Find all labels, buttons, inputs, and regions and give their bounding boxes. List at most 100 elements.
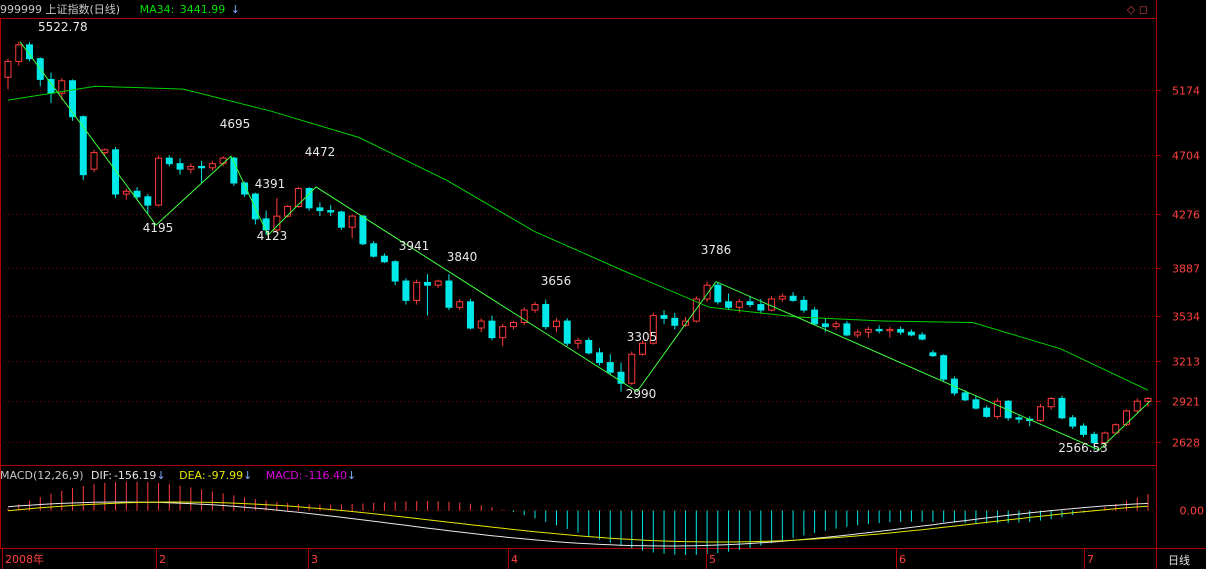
candle-body	[811, 309, 819, 325]
zigzag-line	[19, 41, 1151, 451]
candle-body	[15, 44, 23, 62]
macd-panel: 0.00	[0, 481, 1205, 555]
candle-body	[671, 317, 679, 326]
candle-body	[294, 188, 302, 207]
candle	[520, 307, 528, 326]
x-tick-label: 5	[709, 553, 716, 566]
price-panel-border	[0, 18, 1157, 466]
candle	[101, 148, 109, 156]
candle-body	[1079, 425, 1087, 435]
candle-body	[391, 261, 399, 282]
candle-body	[456, 301, 464, 308]
x-tick-label: 2	[159, 553, 166, 566]
candle	[789, 292, 797, 302]
candle	[1101, 431, 1109, 446]
candle-body	[488, 320, 496, 339]
candle	[778, 293, 786, 302]
candle	[1047, 397, 1055, 410]
candle-body	[26, 44, 34, 60]
candle	[69, 79, 77, 121]
candle-body	[499, 326, 507, 339]
candle	[316, 202, 324, 217]
candle	[133, 187, 141, 200]
candle-body	[778, 295, 786, 300]
candle	[1133, 398, 1141, 413]
candle	[348, 214, 356, 239]
y-tick-label: 2921	[1172, 396, 1200, 409]
price-annotation: 2990	[626, 387, 657, 401]
candle-body	[585, 339, 593, 354]
candle	[1144, 397, 1152, 407]
candle	[509, 321, 517, 330]
candle-body	[1069, 417, 1077, 427]
ma34-polyline	[7, 85, 1149, 391]
macd-value: -116.40	[304, 469, 347, 482]
y-tick-label: 2628	[1172, 437, 1200, 450]
candle	[811, 307, 819, 326]
period-label[interactable]: 日线	[1168, 554, 1190, 567]
candle-body	[413, 281, 421, 301]
candle	[1079, 423, 1087, 438]
candle	[208, 160, 216, 171]
candle-body	[531, 304, 539, 311]
candle-body	[886, 328, 894, 332]
candle-body	[79, 116, 87, 176]
candle	[79, 115, 87, 181]
window-control-icons[interactable]: ◇ ◻	[1126, 3, 1148, 16]
x-tick-label: 3	[311, 553, 318, 566]
candle	[305, 187, 313, 211]
candle	[122, 188, 130, 200]
y-tick-label: 4276	[1172, 209, 1200, 222]
candle	[703, 281, 711, 302]
candle	[58, 78, 66, 101]
candle-body	[1133, 400, 1141, 412]
price-annotation: 4472	[305, 145, 336, 159]
candle-body	[1047, 397, 1055, 408]
ma-down-arrow-icon: ↓	[230, 3, 241, 16]
candle	[542, 299, 550, 330]
price-annotation: 3656	[541, 274, 572, 288]
chart-header: 999999 上证指数(日线) MA34: 3441.99 ↓	[0, 3, 242, 17]
price-gridlines	[0, 90, 1156, 443]
y-tick-label: 4704	[1172, 150, 1200, 163]
candle-body	[133, 190, 141, 198]
ma-label: MA34:	[139, 3, 175, 16]
candle-body	[509, 321, 517, 328]
macd-zero-label: 0.00	[1180, 505, 1205, 518]
x-tick-label: 7	[1087, 553, 1094, 566]
candle-body	[445, 280, 453, 308]
candle-body	[1015, 417, 1023, 420]
candle-body	[337, 211, 345, 228]
candle-body	[725, 301, 733, 308]
candle-body	[789, 295, 797, 301]
candle	[940, 354, 948, 382]
candle-body	[165, 157, 173, 165]
candle-body	[929, 352, 937, 357]
candle	[1026, 416, 1034, 427]
candle-body	[692, 298, 700, 322]
candle	[800, 296, 808, 313]
candle	[628, 351, 636, 385]
candle	[359, 214, 367, 246]
candle-body	[1004, 400, 1012, 419]
candle	[875, 325, 883, 334]
candle	[47, 72, 55, 103]
macd-header: MACD(12,26,9) DIF: -156.19↓ DEA: -97.99↓ M…	[0, 469, 356, 483]
candle-body	[208, 163, 216, 169]
candle-body	[703, 284, 711, 300]
price-annotation: 5522.78	[38, 20, 88, 34]
candle-body	[757, 304, 765, 311]
candle	[660, 310, 668, 324]
candle	[1015, 415, 1023, 424]
candle	[402, 278, 410, 305]
price-annotation: 3941	[399, 239, 430, 253]
candle	[391, 260, 399, 286]
candle-body	[735, 301, 743, 308]
dea-value: -97.99	[207, 469, 244, 482]
candle-body	[1058, 397, 1066, 419]
macd-name: MACD(12,26,9)	[0, 469, 84, 482]
candle-body	[359, 215, 367, 245]
candle-body	[864, 328, 872, 333]
price-annotation: 2566.53	[1058, 441, 1108, 455]
date-axis: 2008年 2 3 4 5 6 7	[2, 548, 1094, 569]
